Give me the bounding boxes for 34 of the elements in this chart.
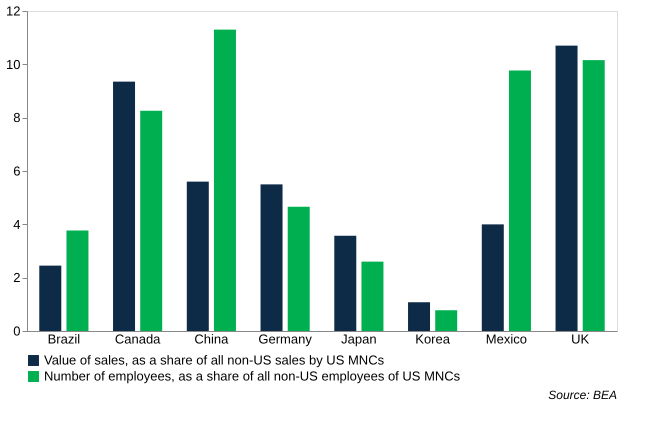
bar [288,206,310,331]
y-tick-label: 2 [13,270,20,286]
y-tick-label: 8 [13,110,20,126]
legend-label: Number of employees, as a share of all non-US employees of US MNCs [44,368,461,384]
bar [140,110,162,331]
bar [361,262,384,331]
bar [582,60,605,331]
bar [214,30,236,331]
y-tick-label: 4 [13,216,20,232]
bar [435,310,458,331]
bar [113,82,136,331]
source-note: Source: BEA [548,388,617,402]
bar [66,230,88,331]
x-tick-label: Japan [341,332,377,346]
x-tick-label: Brazil [48,332,80,346]
bar [556,46,578,331]
bar [408,302,430,331]
y-tick-label: 12 [6,4,20,18]
bar [334,236,356,331]
bar [260,184,283,331]
legend-label: Value of sales, as a share of all non-US sales by US MNCs [44,352,385,368]
x-tick-label: Korea [415,332,451,346]
bar [482,224,504,331]
y-tick-label: 0 [13,324,20,338]
x-tick-label: Canada [114,332,162,346]
x-tick-label: UK [571,332,590,346]
bar [39,266,62,331]
x-tick-label: Mexico [486,332,527,346]
y-tick-label: 6 [13,164,20,178]
bar [508,70,531,331]
bar [186,182,209,331]
x-tick-label: Germany [258,332,312,346]
x-tick-label: China [194,332,230,346]
y-tick-label: 10 [6,56,20,72]
